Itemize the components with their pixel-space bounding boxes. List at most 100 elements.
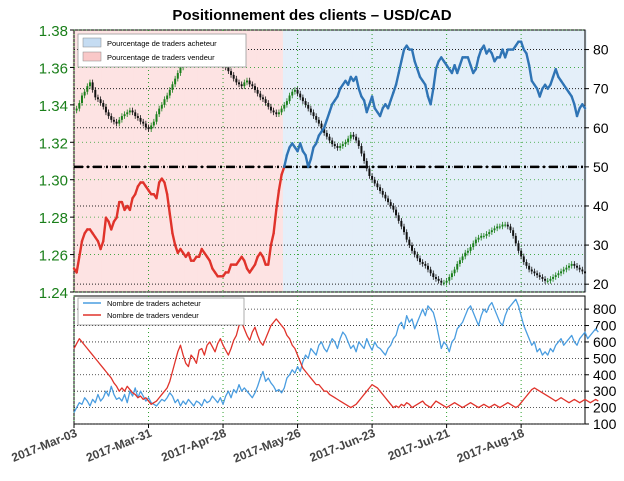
background-stripe	[570, 30, 574, 292]
percentage-segment	[168, 212, 174, 235]
candle-body	[160, 104, 163, 109]
candle-body	[522, 256, 525, 263]
candle-body	[299, 93, 302, 98]
candle-body	[243, 82, 246, 87]
background-stripe	[101, 30, 106, 292]
background-stripe	[264, 30, 268, 292]
background-stripe	[458, 30, 462, 292]
percentage-segment	[280, 165, 286, 176]
background-stripe	[139, 30, 143, 292]
candle-body	[131, 110, 134, 113]
candle-body	[570, 263, 573, 266]
candle-body	[253, 86, 256, 90]
percentage-segment	[424, 83, 430, 98]
background-stripe	[149, 30, 153, 292]
candle-body	[251, 84, 254, 87]
candle-body	[179, 67, 182, 74]
right-tick-label: 50	[593, 159, 609, 175]
percentage-segment	[357, 87, 363, 98]
percentage-segment	[243, 259, 249, 270]
top-background	[72, 30, 587, 292]
candle-body	[384, 194, 387, 199]
background-stripe	[477, 30, 481, 292]
background-stripe	[272, 30, 276, 292]
candle-body	[376, 183, 379, 188]
percentage-segment	[365, 103, 371, 114]
background-stripe	[173, 30, 177, 292]
background-stripe	[581, 30, 585, 292]
percentage-segment	[275, 189, 281, 212]
candle-body	[501, 224, 504, 227]
legend-swatch	[82, 51, 102, 62]
percentage-segment	[171, 232, 177, 247]
background-stripe	[511, 30, 515, 292]
percentage-segment	[253, 255, 259, 266]
background-stripe	[381, 30, 385, 292]
candle-body	[272, 110, 275, 113]
percentage-segment	[416, 67, 422, 79]
percentage-segment	[75, 255, 81, 274]
background-stripe	[397, 30, 401, 292]
candle-body	[277, 112, 280, 115]
background-stripe	[376, 30, 380, 292]
candle-body	[275, 112, 278, 115]
candle-body	[134, 112, 137, 117]
background-stripe	[392, 30, 396, 292]
candle-body	[400, 220, 403, 227]
candle-body	[317, 119, 320, 124]
background-stripe	[208, 30, 212, 292]
percentage-segment	[227, 263, 233, 274]
background-stripe	[250, 30, 255, 292]
percentage-segment	[386, 99, 392, 110]
percentage-segment	[413, 60, 419, 71]
candle-body	[123, 114, 126, 117]
candle-body	[464, 252, 467, 257]
legend-label: Nombre de traders vendeur	[107, 311, 199, 320]
background-stripe	[227, 30, 231, 292]
background-stripe	[479, 30, 483, 292]
candle-body	[349, 134, 352, 139]
percentage-segment	[394, 71, 400, 86]
background-stripe	[115, 30, 119, 292]
background-stripe	[136, 30, 140, 292]
candle-body	[128, 110, 131, 113]
background-stripe	[517, 30, 521, 292]
percentage-segment	[277, 173, 283, 192]
candle-body	[91, 82, 94, 90]
percentage-segment	[432, 67, 438, 90]
background-stripe	[402, 30, 406, 292]
percentage-segment	[128, 196, 134, 212]
candle-body	[557, 273, 560, 276]
buyers-count-line	[73, 298, 599, 413]
candle-body	[496, 226, 499, 229]
candle-body	[230, 71, 233, 75]
background-stripe	[245, 30, 249, 292]
background-stripe	[117, 30, 121, 292]
percentage-segment	[466, 56, 472, 67]
background-stripe	[455, 30, 459, 292]
candle-body	[320, 123, 323, 128]
candle-body	[144, 123, 147, 128]
background-stripe	[258, 30, 263, 292]
background-stripe	[288, 30, 292, 292]
candle-body	[413, 250, 416, 255]
percentage-segment	[519, 40, 525, 51]
background-stripe	[487, 30, 491, 292]
background-stripe	[301, 30, 305, 292]
candle-body	[392, 205, 395, 210]
candle-body	[285, 101, 288, 105]
legend-label: Nombre de traders acheteur	[107, 299, 201, 308]
background-stripe	[360, 30, 364, 292]
background-stripe	[498, 30, 502, 292]
percentage-segment	[389, 91, 395, 102]
background-stripe	[274, 30, 278, 292]
candle-body	[517, 243, 520, 251]
percentage-segment	[410, 48, 416, 63]
bottom-right-tick-label: 800	[593, 301, 617, 317]
candle-body	[411, 245, 414, 251]
percentage-segment	[80, 232, 86, 243]
background-stripe	[527, 30, 531, 292]
candle-body	[528, 265, 531, 270]
percentage-segment	[299, 142, 305, 153]
